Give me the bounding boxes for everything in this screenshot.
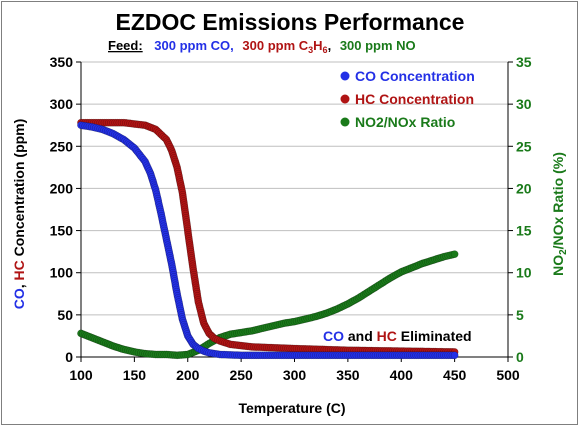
annotation: CO and HC Eliminated <box>323 328 472 344</box>
x-tick-label: 350 <box>336 367 360 383</box>
chart-title: EZDOC Emissions Performance <box>116 9 465 35</box>
annotation-and: and <box>344 328 377 344</box>
y-right-tick-label: 5 <box>516 307 524 323</box>
feed-hc-sub2: 6 <box>323 45 328 55</box>
y-right-tick-label: 0 <box>516 349 524 365</box>
annotation-co: CO <box>323 328 344 344</box>
series-hc <box>77 118 459 356</box>
y-left-tick-label: 200 <box>50 180 74 196</box>
feed-no: 300 ppm NO <box>340 38 416 53</box>
series-co <box>77 121 459 360</box>
legend: CO Concentration HC Concentration NO2/NOx … <box>340 68 475 130</box>
feed-subtitle: Feed: 300 ppm CO, 300 ppm C3H6, 300 ppm … <box>108 38 416 55</box>
y-left-rest: Concentration (ppm) <box>11 119 27 261</box>
y-left-sep: , <box>11 281 27 289</box>
x-tick-label: 450 <box>443 367 467 383</box>
y-right-sub: 2 <box>558 249 569 255</box>
feed-co: 300 ppm CO, <box>154 38 233 53</box>
y-right-tick-label: 20 <box>516 180 532 196</box>
y-right-tick-label: 10 <box>516 265 532 281</box>
data-marks <box>77 118 459 360</box>
feed-label: Feed: <box>108 38 143 53</box>
y-axis-left-label: CO, HC Concentration (ppm) <box>11 119 27 310</box>
y-left-tick-label: 250 <box>50 138 74 154</box>
tick-labels: 100 150 200 250 300 350 400 450 5000501001502002… <box>50 54 532 383</box>
feed-hc-mid: H <box>313 38 322 53</box>
y-left-hc: HC <box>11 260 27 280</box>
y-left-tick-label: 100 <box>50 265 74 281</box>
legend-marker-co <box>340 71 350 81</box>
y-right-post: /NOx Ratio (%) <box>550 152 566 249</box>
x-axis-label: Temperature (C) <box>238 400 345 416</box>
no2-point <box>450 250 459 259</box>
annotation-hc: HC <box>377 328 397 344</box>
y-right-tick-label: 25 <box>516 138 532 154</box>
feed-hc-sub1: 3 <box>308 45 313 55</box>
co-point <box>450 351 459 360</box>
y-right-pre: NO <box>550 255 566 276</box>
y-left-tick-label: 0 <box>65 349 73 365</box>
y-left-co: CO <box>11 288 27 309</box>
x-tick-label: 250 <box>229 367 253 383</box>
y-right-tick-label: 15 <box>516 223 532 239</box>
annotation-rest: Eliminated <box>397 328 472 344</box>
legend-label-co: CO Concentration <box>355 68 475 84</box>
y-left-tick-label: 350 <box>50 54 74 70</box>
x-tick-label: 200 <box>176 367 200 383</box>
feed-hc-suffix: , <box>328 38 332 53</box>
x-tick-label: 300 <box>283 367 307 383</box>
x-tick-label: 100 <box>69 367 93 383</box>
legend-marker-no2 <box>340 117 350 127</box>
x-tick-label: 400 <box>390 367 414 383</box>
y-left-tick-label: 150 <box>50 223 74 239</box>
feed-hc-prefix: 300 ppm C <box>242 38 308 53</box>
x-tick-label: 150 <box>123 367 147 383</box>
y-right-tick-label: 35 <box>516 54 532 70</box>
legend-label-no2: NO2/NOx Ratio <box>355 114 455 130</box>
series-no2 <box>77 250 459 360</box>
legend-marker-hc <box>340 94 350 104</box>
axes <box>76 61 513 362</box>
x-tick-label: 500 <box>496 367 520 383</box>
y-left-tick-label: 50 <box>57 307 73 323</box>
y-axis-right-label: NO2/NOx Ratio (%) <box>550 152 569 276</box>
y-left-tick-label: 300 <box>50 96 74 112</box>
y-right-tick-label: 30 <box>516 96 532 112</box>
gridlines <box>81 61 508 316</box>
legend-label-hc: HC Concentration <box>355 91 474 107</box>
